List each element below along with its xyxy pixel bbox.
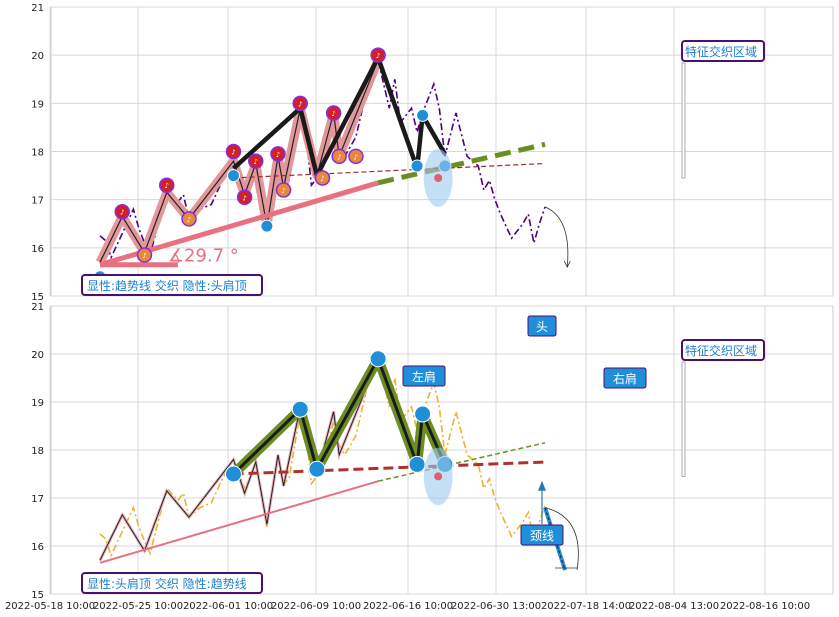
pattern-marker xyxy=(348,148,364,165)
marker-glyph: ♪ xyxy=(242,194,246,202)
trendline-extension xyxy=(377,141,546,186)
y-tick-label: 18 xyxy=(31,148,44,159)
marker-glyph: ♪ xyxy=(298,100,302,108)
wave-path xyxy=(99,59,379,263)
left-shoulder-label: 左肩 xyxy=(412,369,436,384)
marker-glyph: ♪ xyxy=(165,182,169,190)
neckline xyxy=(233,460,546,476)
marker-glyph: ♪ xyxy=(142,252,146,260)
marker-glyph: ♪ xyxy=(276,151,280,159)
feature-box xyxy=(681,40,765,62)
x-tick-label: 2022-07-18 14:00 xyxy=(541,601,631,612)
pattern-marker xyxy=(136,247,153,263)
y-tick-label: 19 xyxy=(31,398,44,409)
pivot-point xyxy=(414,405,432,423)
x-tick-label: 2022-06-16 10:00 xyxy=(363,601,453,612)
pivot-point xyxy=(227,169,240,183)
y-tick-label: 17 xyxy=(31,196,44,207)
feature-center-dot xyxy=(434,173,443,182)
feature-box xyxy=(681,339,765,361)
marker-glyph: ♪ xyxy=(231,149,235,157)
y-tick-label: 16 xyxy=(31,542,44,553)
pattern-marker xyxy=(248,153,264,169)
y-tick-label: 15 xyxy=(31,590,44,601)
marker-glyph: ♪ xyxy=(331,110,335,118)
pattern-marker xyxy=(114,203,130,220)
y-tick-label: 16 xyxy=(31,244,44,255)
pattern-marker xyxy=(225,143,242,160)
head-label-box xyxy=(527,315,557,337)
pattern-marker xyxy=(270,146,286,162)
pivot-point xyxy=(308,460,326,478)
feature-center-dot xyxy=(434,472,443,481)
marker-glyph: ♪ xyxy=(187,216,191,224)
feature-label: 特征交织区域 xyxy=(685,44,757,59)
x-tick-label: 2022-05-18 10:00 xyxy=(5,601,95,612)
pivot-point xyxy=(260,219,274,233)
y-tick-label: 15 xyxy=(31,292,44,303)
projection-arrow xyxy=(544,206,569,268)
neckline xyxy=(233,162,546,179)
marker-glyph: ♪ xyxy=(254,158,258,166)
neckline-label-box xyxy=(520,524,564,546)
pattern-marker xyxy=(159,177,175,193)
caption-text: 显性:头肩顶 交织 隐性:趋势线 xyxy=(87,576,247,591)
caption-text: 显性:趋势线 交织 隐性:头肩顶 xyxy=(87,278,247,293)
feature-label: 特征交织区域 xyxy=(685,343,757,358)
x-tick-label: 2022-06-30 13:00 xyxy=(451,601,541,612)
y-tick-label: 17 xyxy=(31,494,44,505)
trendline-extension xyxy=(377,442,546,482)
pattern-marker xyxy=(292,95,308,112)
wave-path xyxy=(99,358,379,561)
y-tick-label: 21 xyxy=(31,302,44,313)
pivot-point xyxy=(416,108,430,122)
x-tick-label: 2022-05-25 10:00 xyxy=(93,601,183,612)
head-label: 头 xyxy=(536,320,548,334)
right-shoulder-label: 右肩 xyxy=(613,371,637,386)
right-shoulder-label-box xyxy=(603,367,647,389)
neckline-pointer-head xyxy=(538,480,546,491)
marker-glyph: ♪ xyxy=(354,153,358,161)
pivot-point xyxy=(225,465,242,483)
y-tick-label: 20 xyxy=(31,350,44,361)
projection-arrowhead xyxy=(563,260,571,268)
pivot-point xyxy=(410,159,424,173)
x-tick-label: 2022-08-04 13:00 xyxy=(629,601,719,612)
marker-glyph: ♪ xyxy=(320,175,324,183)
marker-glyph: ♪ xyxy=(376,52,380,60)
feature-pointer xyxy=(681,361,686,477)
x-tick-label: 2022-08-16 10:00 xyxy=(720,601,810,612)
pivot-point xyxy=(291,400,309,418)
left-shoulder-label-box xyxy=(402,365,446,387)
marker-glyph: ♪ xyxy=(337,153,341,161)
pattern-marker xyxy=(314,170,331,186)
caption-box xyxy=(81,274,263,296)
y-tick-label: 21 xyxy=(31,3,44,14)
pattern-marker xyxy=(325,105,342,121)
y-tick-label: 18 xyxy=(31,446,44,457)
y-tick-label: 20 xyxy=(31,51,44,62)
x-tick-label: 2022-06-09 10:00 xyxy=(271,601,361,612)
projection-arc xyxy=(544,507,579,571)
y-tick-label: 19 xyxy=(31,99,44,110)
marker-glyph: ♪ xyxy=(120,209,124,217)
pattern-marker xyxy=(236,189,253,206)
caption-box xyxy=(81,572,263,594)
top-panel: 15 16 17 18 19 20 21 ∡29.7 ° ♪ ♪ ♪ ♪ ♪ ♪ ♪ ♪ ♪ ♪ ♪ ♪ ♪ ♪ ♪ 特征交织… xyxy=(31,3,834,303)
pattern-marker xyxy=(275,182,292,198)
pattern-marker xyxy=(370,47,386,63)
trendline xyxy=(99,480,379,564)
feature-pointer xyxy=(681,62,686,179)
neckline-label: 颈线 xyxy=(530,529,554,543)
angle-label: ∡29.7 ° xyxy=(168,246,239,267)
pattern-marker xyxy=(181,211,197,227)
pattern-marker xyxy=(331,148,347,165)
marker-glyph: ♪ xyxy=(281,187,285,195)
pivot-point xyxy=(369,350,387,368)
pivot-point xyxy=(408,455,426,473)
x-tick-label: 2022-06-01 10:00 xyxy=(183,601,273,612)
